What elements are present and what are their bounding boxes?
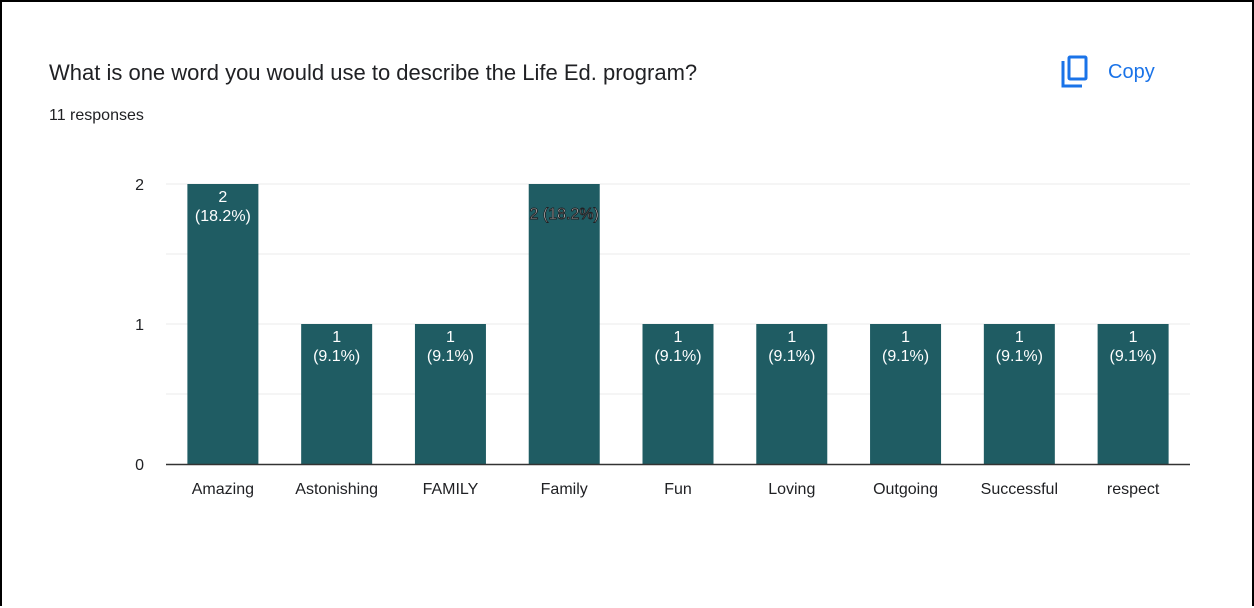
x-tick-label: Loving xyxy=(768,481,815,498)
data-label: 1 xyxy=(446,329,455,346)
y-tick-label: 2 xyxy=(135,177,144,194)
data-label: (18.2%) xyxy=(195,208,251,225)
x-tick-label: Successful xyxy=(981,481,1058,498)
question-title: What is one word you would use to descri… xyxy=(49,60,698,85)
x-tick-label: Astonishing xyxy=(295,481,378,498)
data-label: (9.1%) xyxy=(996,348,1043,365)
data-label: (9.1%) xyxy=(882,348,929,365)
bar xyxy=(187,184,259,464)
copy-icon xyxy=(1060,55,1090,89)
copy-label: Copy xyxy=(1108,60,1155,83)
data-label: 1 xyxy=(1129,329,1138,346)
x-tick-label: Outgoing xyxy=(873,481,938,498)
bar xyxy=(1097,324,1169,464)
data-label: 2 xyxy=(218,189,227,206)
data-label: (9.1%) xyxy=(313,348,360,365)
x-tick-label: FAMILY xyxy=(423,481,479,498)
y-tick-label: 0 xyxy=(135,457,144,474)
data-label: 1 xyxy=(674,329,683,346)
data-label: (9.1%) xyxy=(654,348,701,365)
data-label: 1 xyxy=(787,329,796,346)
x-tick-label: respect xyxy=(1107,481,1160,498)
data-label: 1 xyxy=(332,329,341,346)
data-label: 1 xyxy=(1015,329,1024,346)
x-tick-label: Amazing xyxy=(192,481,254,498)
copy-button[interactable]: Copy xyxy=(1060,54,1155,90)
x-tick-label: Family xyxy=(541,481,588,498)
bar xyxy=(528,184,600,464)
data-label: (9.1%) xyxy=(1110,348,1157,365)
y-tick-label: 1 xyxy=(135,317,144,334)
bar xyxy=(414,324,486,464)
data-label: (9.1%) xyxy=(427,348,474,365)
data-label: 1 xyxy=(901,329,910,346)
data-label: 2 (18.2%) xyxy=(530,206,599,223)
bar xyxy=(642,324,714,464)
x-tick-label: Fun xyxy=(664,481,692,498)
bar xyxy=(870,324,942,464)
bar xyxy=(983,324,1055,464)
bar xyxy=(756,324,828,464)
response-count: 11 responses xyxy=(49,107,144,124)
data-label: (9.1%) xyxy=(768,348,815,365)
bar xyxy=(301,324,373,464)
